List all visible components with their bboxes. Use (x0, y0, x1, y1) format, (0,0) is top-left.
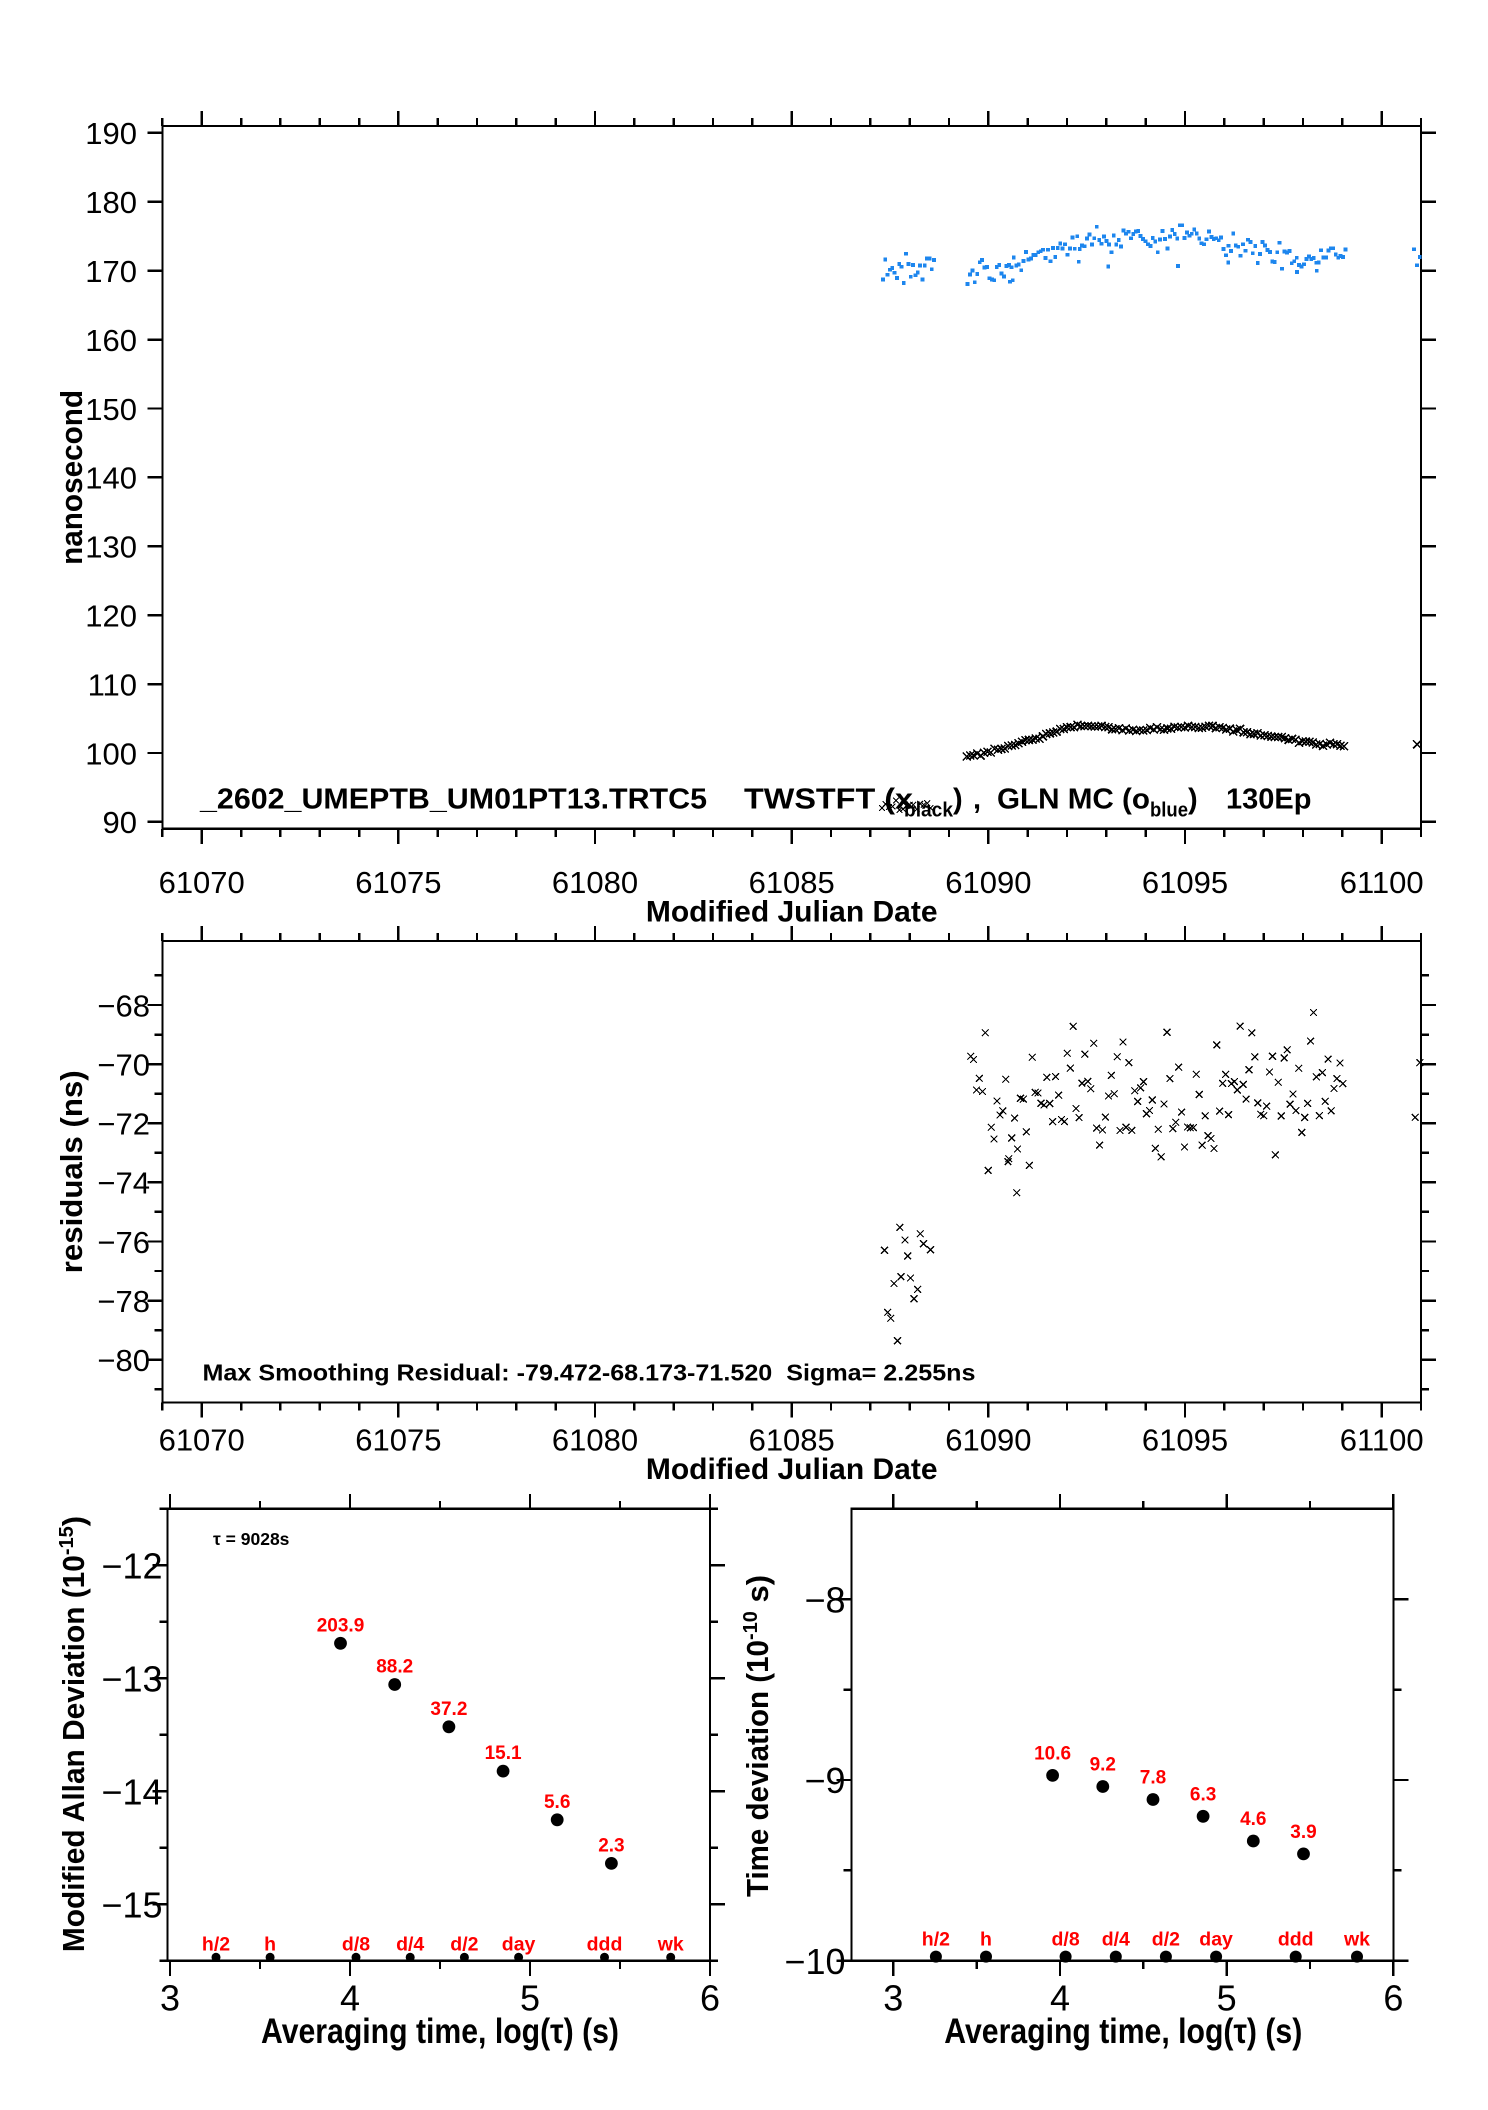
svg-text:5: 5 (520, 1978, 540, 2019)
svg-text:5: 5 (1217, 1978, 1237, 2019)
svg-text:−78: −78 (97, 1284, 150, 1319)
svg-text:203.9: 203.9 (317, 1615, 365, 1636)
svg-text:61100: 61100 (1340, 1423, 1424, 1458)
svg-text:Modified Julian Date: Modified Julian Date (646, 1453, 938, 1486)
svg-text:9.2: 9.2 (1090, 1755, 1116, 1776)
svg-text:61095: 61095 (1142, 1423, 1228, 1458)
svg-text:61075: 61075 (355, 865, 441, 900)
svg-text:61075: 61075 (355, 1423, 441, 1458)
svg-text:15.1: 15.1 (485, 1743, 522, 1764)
svg-text:−80: −80 (97, 1343, 150, 1378)
svg-text:−14: −14 (101, 1771, 162, 1812)
svg-text:d/4: d/4 (1102, 1929, 1130, 1951)
svg-text:61070: 61070 (159, 865, 245, 900)
svg-text:ddd: ddd (587, 1933, 623, 1955)
svg-text:−70: −70 (97, 1047, 150, 1082)
svg-text:3: 3 (883, 1978, 903, 2019)
svg-text:6.3: 6.3 (1190, 1784, 1216, 1805)
svg-text:61070: 61070 (159, 1423, 245, 1458)
svg-text:61095: 61095 (1142, 865, 1228, 900)
svg-text:120: 120 (85, 599, 137, 634)
svg-text:110: 110 (88, 667, 137, 702)
svg-text:−74: −74 (97, 1166, 150, 1201)
svg-text:d/2: d/2 (1152, 1929, 1180, 1951)
svg-text:10.6: 10.6 (1034, 1743, 1071, 1764)
svg-text:90: 90 (103, 805, 137, 840)
svg-text:6: 6 (700, 1978, 720, 2019)
svg-text:3: 3 (160, 1978, 180, 2019)
svg-text:4: 4 (1050, 1978, 1070, 2019)
svg-text:Averaging time, log(τ) (s): Averaging time, log(τ) (s) (261, 2012, 619, 2051)
svg-text:3.9: 3.9 (1290, 1822, 1316, 1843)
svg-text:4: 4 (340, 1978, 360, 2019)
svg-text:Modified Julian Date: Modified Julian Date (646, 896, 938, 929)
svg-text:61080: 61080 (552, 865, 638, 900)
svg-text:day: day (502, 1933, 536, 1955)
svg-text:61085: 61085 (749, 1423, 835, 1458)
svg-text:88.2: 88.2 (376, 1657, 413, 1678)
svg-text:−12: −12 (101, 1545, 162, 1586)
svg-text:d/8: d/8 (1052, 1929, 1080, 1951)
svg-text:7.8: 7.8 (1140, 1768, 1166, 1789)
svg-text:−13: −13 (101, 1658, 162, 1699)
svg-text:residuals (ns): residuals (ns) (54, 1070, 89, 1273)
svg-text:nanosecond: nanosecond (54, 390, 89, 565)
svg-text:h/2: h/2 (202, 1933, 230, 1955)
svg-text:61080: 61080 (552, 1423, 638, 1458)
svg-text:wk: wk (657, 1933, 684, 1955)
svg-text:−72: −72 (97, 1107, 150, 1142)
svg-text:61090: 61090 (945, 1423, 1031, 1458)
svg-text:−9: −9 (804, 1760, 845, 1801)
svg-text:Modified Allan Deviation (10-1: Modified Allan Deviation (10-15) (56, 1516, 91, 1952)
svg-text:−68: −68 (97, 988, 150, 1023)
svg-text:−76: −76 (97, 1225, 150, 1260)
svg-text:τ = 9028s: τ = 9028s (213, 1529, 290, 1549)
svg-text:61085: 61085 (749, 865, 835, 900)
svg-text:−10: −10 (784, 1941, 845, 1982)
svg-text:100: 100 (85, 736, 137, 771)
svg-text:Max Smoothing Residual: -79.47: Max Smoothing Residual: -79.472-68.173-7… (203, 1359, 976, 1385)
svg-text:h/2: h/2 (922, 1929, 950, 1951)
svg-text:ddd: ddd (1278, 1929, 1314, 1951)
svg-text:150: 150 (85, 392, 137, 427)
svg-text:d/8: d/8 (342, 1933, 370, 1955)
svg-text:wk: wk (1343, 1929, 1370, 1951)
svg-text:2.3: 2.3 (598, 1835, 624, 1856)
svg-text:61090: 61090 (945, 865, 1031, 900)
svg-text:160: 160 (85, 323, 137, 358)
svg-text:−15: −15 (101, 1884, 162, 1925)
svg-text:Averaging time, log(τ) (s): Averaging time, log(τ) (s) (944, 2012, 1302, 2051)
svg-text:d/4: d/4 (396, 1933, 424, 1955)
svg-text:d/2: d/2 (450, 1933, 478, 1955)
svg-text:4.6: 4.6 (1240, 1809, 1266, 1830)
svg-text:5.6: 5.6 (544, 1792, 570, 1813)
svg-text:190: 190 (85, 116, 137, 151)
svg-text:−8: −8 (804, 1579, 845, 1620)
svg-text:h: h (264, 1933, 276, 1955)
svg-text:37.2: 37.2 (430, 1699, 467, 1720)
svg-text:130: 130 (85, 530, 137, 565)
svg-text:61100: 61100 (1340, 865, 1424, 900)
svg-text:h: h (980, 1929, 992, 1951)
svg-text:6: 6 (1383, 1978, 1403, 2019)
svg-text:180: 180 (85, 185, 137, 220)
svg-text:day: day (1199, 1929, 1233, 1951)
svg-text:140: 140 (85, 461, 137, 496)
svg-text:170: 170 (85, 254, 137, 289)
svg-text:Time deviation (10-10 s): Time deviation (10-10 s) (740, 1575, 775, 1897)
